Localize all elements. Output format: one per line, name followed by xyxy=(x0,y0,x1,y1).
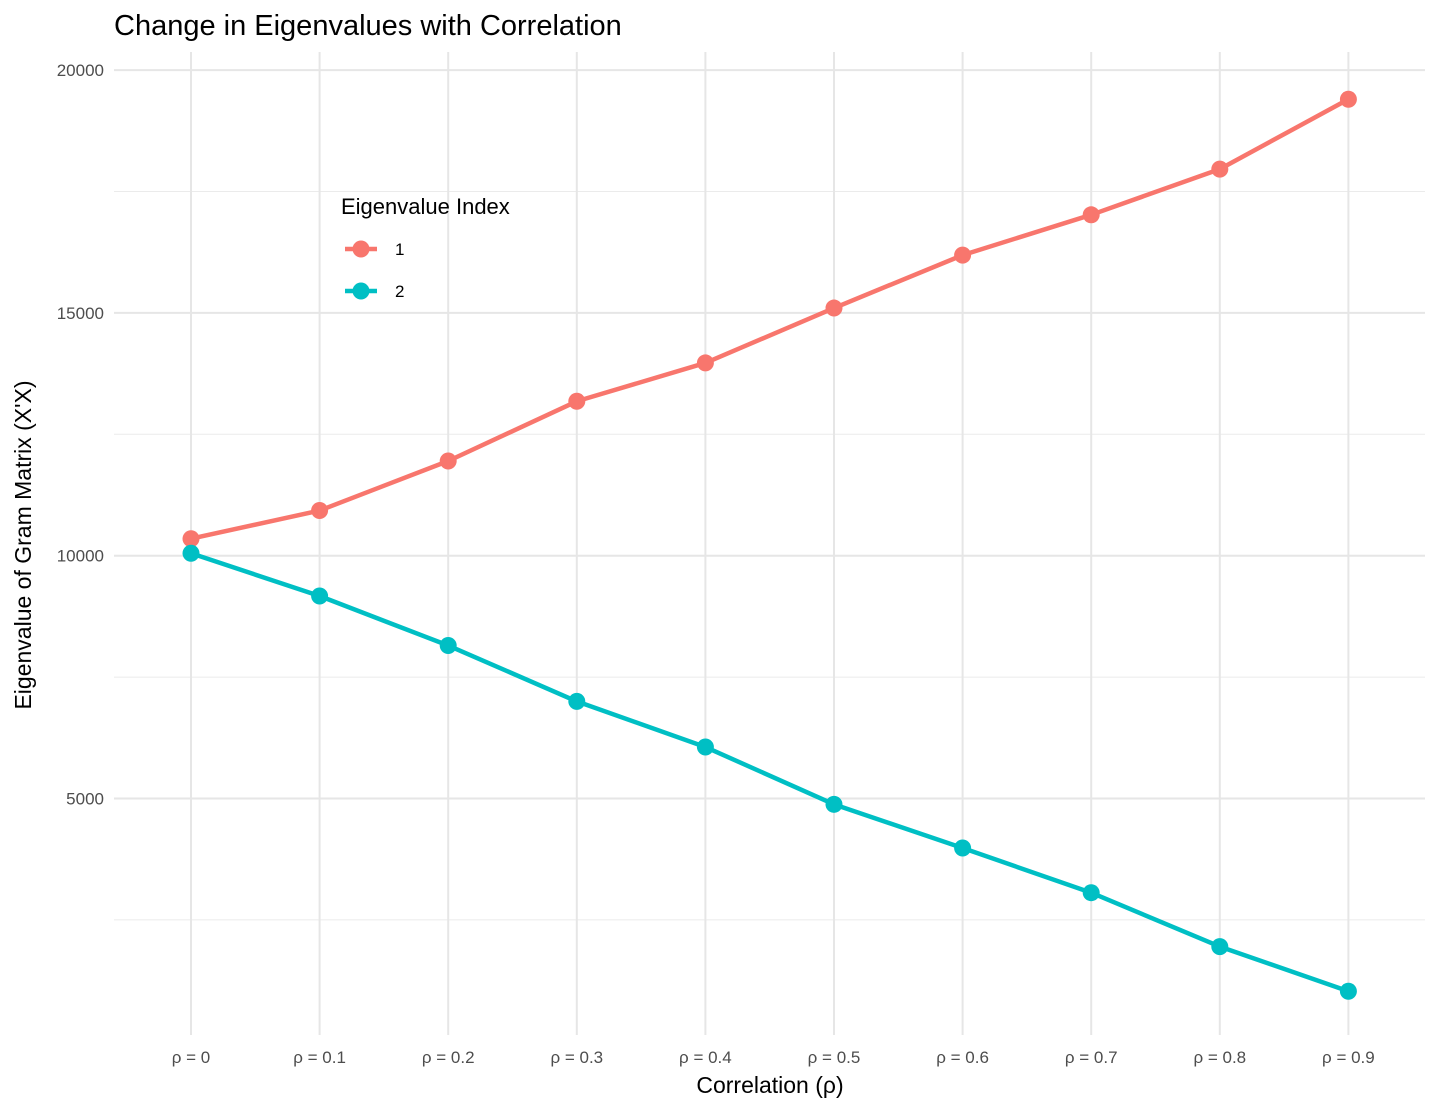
x-tick-label: ρ = 0.4 xyxy=(679,1048,732,1067)
x-tick-label: ρ = 0 xyxy=(172,1048,211,1067)
y-tick-label: 15000 xyxy=(57,304,104,323)
x-axis-ticks: ρ = 0 ρ = 0.1 ρ = 0.2 ρ = 0.3 ρ = 0.4 ρ = 0.5… xyxy=(172,1048,1375,1067)
major-gridlines xyxy=(114,52,1425,1035)
data-point-series-1 xyxy=(825,299,843,317)
data-point-series-1 xyxy=(568,392,586,410)
data-point-series-2 xyxy=(1082,884,1100,902)
data-point-series-1 xyxy=(1082,206,1100,224)
chart-title: Change in Eigenvalues with Correlation xyxy=(114,10,622,42)
minor-gridlines xyxy=(114,191,1425,921)
x-tick-label: ρ = 0.5 xyxy=(808,1048,861,1067)
series-line-1 xyxy=(190,97,1350,541)
data-point-series-2 xyxy=(439,637,457,655)
data-point-series-1 xyxy=(311,502,329,520)
y-tick-label: 20000 xyxy=(57,61,104,80)
x-tick-label: ρ = 0.9 xyxy=(1322,1048,1375,1067)
legend-key-point-1 xyxy=(352,240,370,258)
data-point-series-2 xyxy=(825,795,843,813)
data-point-series-1 xyxy=(1211,160,1229,178)
series-layer xyxy=(182,90,1357,1000)
data-point-series-2 xyxy=(182,544,200,562)
legend-label-2: 2 xyxy=(395,282,404,301)
y-tick-label: 10000 xyxy=(57,547,104,566)
y-axis-title: Eigenvalue of Gram Matrix (X'X) xyxy=(10,380,36,709)
data-point-series-1 xyxy=(182,530,200,548)
data-point-series-2 xyxy=(1211,938,1229,956)
y-tick-label: 5000 xyxy=(66,790,104,809)
data-point-series-1 xyxy=(439,452,457,470)
series-line-2 xyxy=(190,551,1350,994)
data-point-series-2 xyxy=(568,692,586,710)
x-tick-label: ρ = 0.2 xyxy=(422,1048,475,1067)
legend-title: Eigenvalue Index xyxy=(341,194,510,219)
legend-key-point-2 xyxy=(352,282,370,300)
x-tick-label: ρ = 0.1 xyxy=(293,1048,346,1067)
data-point-series-1 xyxy=(696,354,714,372)
data-point-series-2 xyxy=(696,738,714,756)
data-point-series-1 xyxy=(954,246,972,264)
legend: Eigenvalue Index 1 2 xyxy=(341,194,510,301)
x-tick-label: ρ = 0.6 xyxy=(936,1048,989,1067)
data-point-series-2 xyxy=(1339,982,1357,1000)
x-tick-label: ρ = 0.3 xyxy=(550,1048,603,1067)
y-axis-ticks: 5000 10000 15000 20000 xyxy=(57,61,104,808)
x-tick-label: ρ = 0.7 xyxy=(1065,1048,1118,1067)
data-point-series-2 xyxy=(311,587,329,605)
data-point-series-1 xyxy=(1339,90,1357,108)
x-tick-label: ρ = 0.8 xyxy=(1193,1048,1246,1067)
x-axis-title: Correlation (ρ) xyxy=(696,1072,843,1098)
data-point-series-2 xyxy=(954,839,972,857)
legend-label-1: 1 xyxy=(395,240,404,259)
